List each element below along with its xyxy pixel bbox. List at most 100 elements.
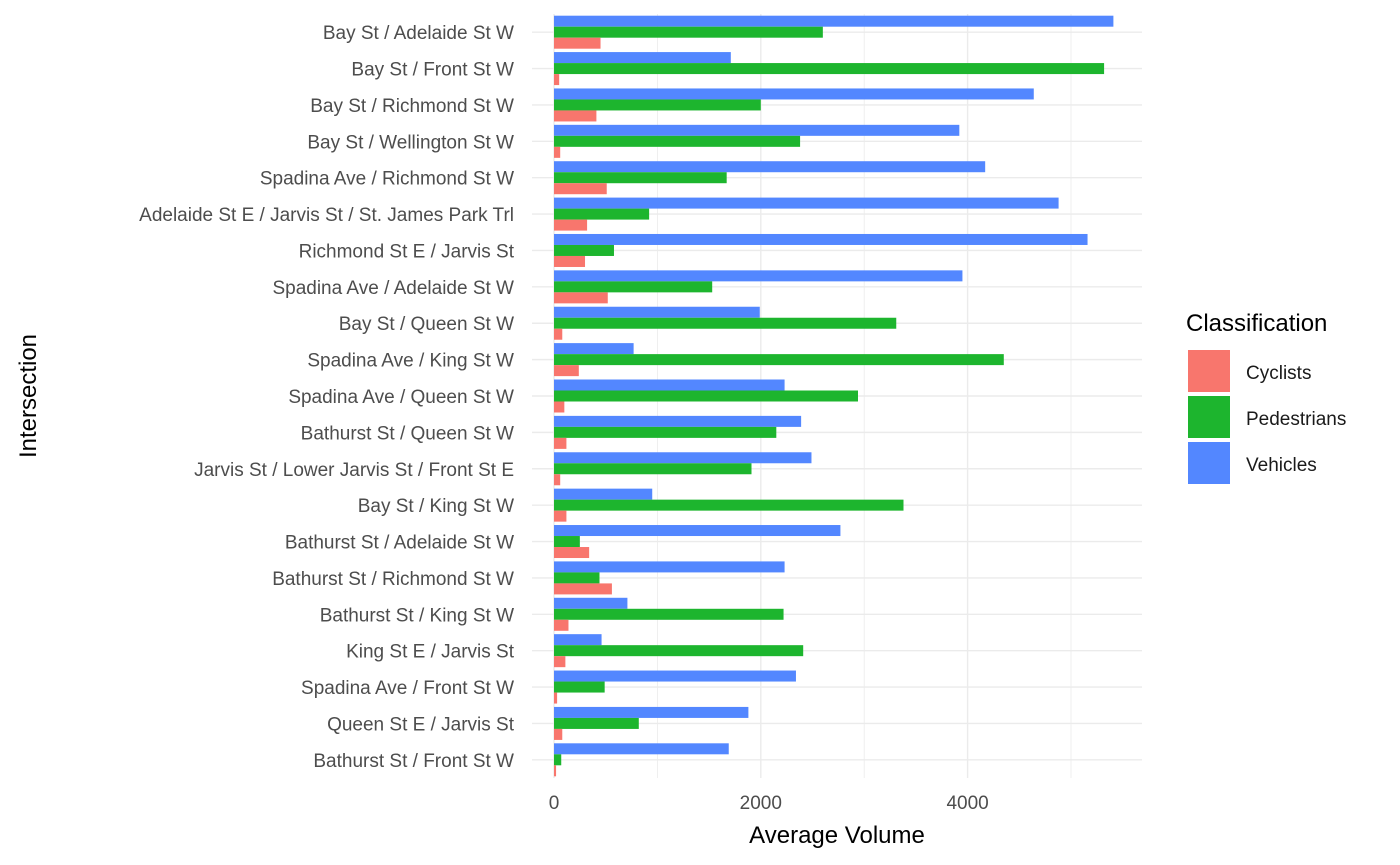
bar-vehicles [554, 670, 796, 682]
bar-cyclists [554, 110, 597, 122]
bar-vehicles [554, 306, 760, 318]
bar-vehicles [554, 525, 841, 537]
bar-pedestrians [554, 717, 639, 729]
bar-cyclists [554, 547, 590, 559]
bar-cyclists [554, 656, 566, 668]
category-label: Spadina Ave / Adelaide St W [272, 278, 514, 299]
bar-pedestrians [554, 281, 713, 293]
category-label: Bathurst St / Queen St W [301, 423, 514, 444]
bar-vehicles [554, 233, 1088, 245]
bar-vehicles [554, 270, 963, 282]
bar-pedestrians [554, 681, 605, 693]
bar-cyclists [554, 255, 586, 267]
bar-cyclists [554, 728, 563, 740]
category-label: Bathurst St / King St W [320, 605, 514, 626]
category-label: King St E / Jarvis St [346, 642, 515, 663]
bar-vehicles [554, 343, 634, 355]
category-label: Spadina Ave / King St W [307, 351, 514, 372]
bar-cyclists [554, 74, 560, 86]
bar-cyclists [554, 401, 565, 413]
category-label: Bay St / Adelaide St W [323, 23, 514, 44]
category-label: Jarvis St / Lower Jarvis St / Front St E [194, 460, 514, 481]
bar-pedestrians [554, 390, 858, 402]
bar-cyclists [554, 619, 569, 631]
bar-pedestrians [554, 208, 650, 220]
bar-cyclists [554, 146, 561, 158]
bar-pedestrians [554, 536, 580, 548]
x-tick-label: 2000 [740, 793, 782, 814]
bar-pedestrians [554, 572, 600, 584]
legend: Classification Cyclists Pedestrians Vehicl… [1186, 310, 1346, 484]
bar-vehicles [554, 52, 731, 64]
bar-pedestrians [554, 754, 562, 766]
legend-key-vehicles [1188, 442, 1230, 484]
bar-vehicles [554, 15, 1114, 27]
bar-pedestrians [554, 645, 804, 657]
bar-pedestrians [554, 135, 801, 147]
bar-vehicles [554, 488, 653, 500]
bar-cyclists [554, 510, 567, 522]
bar-vehicles [554, 124, 960, 136]
bar-pedestrians [554, 26, 823, 38]
bar-pedestrians [554, 172, 727, 184]
legend-key-cyclists [1188, 350, 1230, 392]
bar-vehicles [554, 706, 749, 718]
bar-vehicles [554, 197, 1059, 209]
bar-pedestrians [554, 426, 777, 438]
bar-cyclists [554, 37, 601, 49]
bar-vehicles [554, 161, 986, 173]
category-label: Bay St / Front St W [351, 60, 514, 81]
category-label: Bay St / King St W [358, 496, 514, 517]
bar-cyclists [554, 365, 579, 377]
category-label: Bay St / Queen St W [339, 314, 514, 335]
y-axis-title: Intersection [15, 334, 42, 458]
bars-layer [554, 15, 1114, 777]
category-label: Bay St / Wellington St W [307, 132, 514, 153]
bar-pedestrians [554, 317, 897, 329]
bar-pedestrians [554, 99, 761, 111]
category-label: Bathurst St / Richmond St W [272, 569, 514, 590]
category-labels: Bay St / Adelaide St W Bay St / Front St … [139, 23, 515, 772]
bar-cyclists [554, 328, 563, 340]
x-tick-label: 0 [549, 793, 560, 814]
category-label: Richmond St E / Jarvis St [299, 241, 515, 262]
bar-vehicles [554, 379, 785, 391]
bar-cyclists [554, 765, 557, 777]
bar-vehicles [554, 561, 785, 573]
category-label: Bathurst St / Adelaide St W [285, 533, 514, 554]
legend-key-pedestrians [1188, 396, 1230, 438]
bar-cyclists [554, 692, 558, 704]
bar-vehicles [554, 743, 729, 755]
legend-label-cyclists: Cyclists [1246, 363, 1311, 384]
legend-label-pedestrians: Pedestrians [1246, 409, 1346, 430]
bar-vehicles [554, 597, 628, 609]
bar-pedestrians [554, 608, 784, 620]
bar-pedestrians [554, 63, 1105, 75]
category-label: Spadina Ave / Queen St W [288, 387, 514, 408]
bar-cyclists [554, 292, 608, 304]
bar-vehicles [554, 452, 812, 464]
bar-pedestrians [554, 499, 904, 511]
category-label: Spadina Ave / Richmond St W [260, 169, 514, 190]
bar-cyclists [554, 219, 588, 231]
x-tick-labels: 0 2000 4000 [549, 793, 989, 814]
bar-vehicles [554, 634, 602, 646]
bar-vehicles [554, 88, 1034, 100]
category-label: Adelaide St E / Jarvis St / St. James Pa… [139, 205, 514, 226]
legend-title: Classification [1186, 310, 1327, 337]
bar-cyclists [554, 474, 561, 486]
bar-vehicles [554, 415, 802, 427]
x-axis-title: Average Volume [749, 822, 925, 849]
bar-cyclists [554, 583, 612, 595]
category-label: Bathurst St / Front St W [313, 751, 514, 772]
bar-pedestrians [554, 354, 1004, 366]
bar-pedestrians [554, 244, 614, 256]
bar-cyclists [554, 437, 567, 449]
category-label: Bay St / Richmond St W [310, 96, 514, 117]
category-label: Queen St E / Jarvis St [327, 714, 515, 735]
bar-pedestrians [554, 463, 752, 475]
legend-label-vehicles: Vehicles [1246, 455, 1317, 476]
category-label: Spadina Ave / Front St W [301, 678, 514, 699]
x-tick-label: 4000 [946, 793, 988, 814]
